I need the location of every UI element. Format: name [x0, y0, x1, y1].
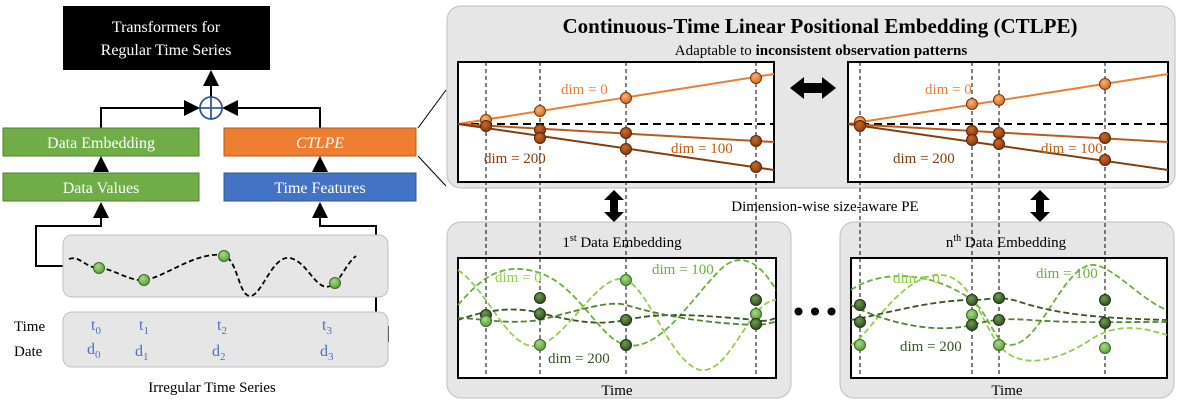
nth-embedding-title: nth Data Embedding — [946, 233, 1067, 251]
ellipsis-icon: ••• — [790, 296, 840, 329]
middle-label: Dimension-wise size-aware PE — [731, 199, 918, 215]
row-time-label: Time — [14, 319, 45, 335]
observation-point — [93, 262, 105, 274]
ctlpe-label: CTLPE — [296, 135, 344, 152]
zoom-line — [417, 155, 447, 187]
vertical-arrow-left-icon — [604, 190, 624, 222]
pe-points-a — [480, 72, 762, 173]
zoom-line — [417, 89, 447, 129]
svg-text:t2: t2 — [217, 317, 227, 337]
ctlpe-subtitle: Adaptable to inconsistent observation pa… — [675, 43, 968, 59]
svg-text:d1: d1 — [135, 343, 149, 363]
svg-text:d0: d0 — [87, 341, 101, 361]
svg-text:t3: t3 — [322, 317, 332, 337]
svg-text:t1: t1 — [139, 317, 149, 337]
pe-lines-a — [457, 73, 775, 171]
svg-text:d2: d2 — [212, 343, 226, 363]
embedding-points-a — [480, 274, 762, 351]
dim200-label-b: dim = 200 — [893, 151, 955, 167]
observation-point — [329, 277, 341, 289]
pe-points-b — [854, 78, 1111, 166]
first-embedding-title: 1st Data Embedding — [562, 233, 682, 251]
dim200-label-a: dim = 200 — [484, 151, 546, 167]
dim100-label-b: dim = 100 — [1041, 141, 1103, 157]
dim100-label-a: dim = 100 — [671, 141, 733, 157]
svg-text:d3: d3 — [320, 343, 334, 363]
svg-text:t0: t0 — [91, 317, 101, 337]
dim0-label-d: dim = 0 — [893, 271, 940, 287]
dim200-line — [457, 123, 775, 171]
data-embedding-to-plus-arrow — [100, 100, 200, 128]
time-features-label: Time Features — [274, 180, 365, 197]
dim0-label-a: dim = 0 — [561, 82, 608, 98]
ctlpe-title: Continuous-Time Linear Positional Embedd… — [563, 14, 1078, 38]
transformer-title-line1: Transformers for — [112, 19, 221, 36]
dim200-label-d: dim = 200 — [900, 339, 962, 355]
transformer-title-line2: Regular Time Series — [101, 42, 232, 59]
irregular-series-caption: Irregular Time Series — [148, 380, 276, 396]
ctlpe-to-plus-arrow — [222, 100, 321, 128]
swap-arrow-icon — [790, 77, 836, 99]
observation-point — [218, 250, 230, 262]
dim100-label-c: dim = 100 — [652, 262, 714, 278]
dim100-line — [457, 123, 775, 143]
dim200-label-c: dim = 200 — [548, 351, 610, 367]
observation-point — [138, 274, 150, 286]
ctlpe-box — [223, 127, 417, 157]
time-axis-label-b: Time — [991, 383, 1022, 399]
embedding-points-b — [854, 292, 1111, 354]
data-embedding-label: Data Embedding — [47, 135, 155, 152]
vertical-arrow-right-icon — [1030, 190, 1050, 222]
dim0-label-c: dim = 0 — [495, 270, 542, 286]
data-values-label: Data Values — [63, 180, 140, 197]
time-date-panel — [62, 311, 389, 368]
row-date-label: Date — [14, 344, 43, 360]
time-axis-label-a: Time — [601, 383, 632, 399]
left-pipeline: Transformers for Regular Time Series Dat… — [2, 6, 417, 396]
dim0-line — [457, 73, 775, 125]
transformer-output-box — [63, 6, 270, 70]
dim100-label-d: dim = 100 — [1036, 266, 1098, 282]
date-labels: d0 d1 d2 d3 — [87, 341, 334, 363]
dim0-label-b: dim = 0 — [925, 82, 972, 98]
pe-lines-b — [847, 73, 1169, 171]
series-to-values-arrow — [35, 202, 109, 267]
time-labels: t0 t1 t2 t3 — [91, 317, 332, 337]
time-features-box — [223, 172, 417, 202]
data-values-box — [2, 172, 200, 202]
embedding-plot-b — [850, 257, 1168, 379]
irregular-series-panel — [62, 234, 389, 298]
irregular-series-curve — [68, 253, 357, 297]
